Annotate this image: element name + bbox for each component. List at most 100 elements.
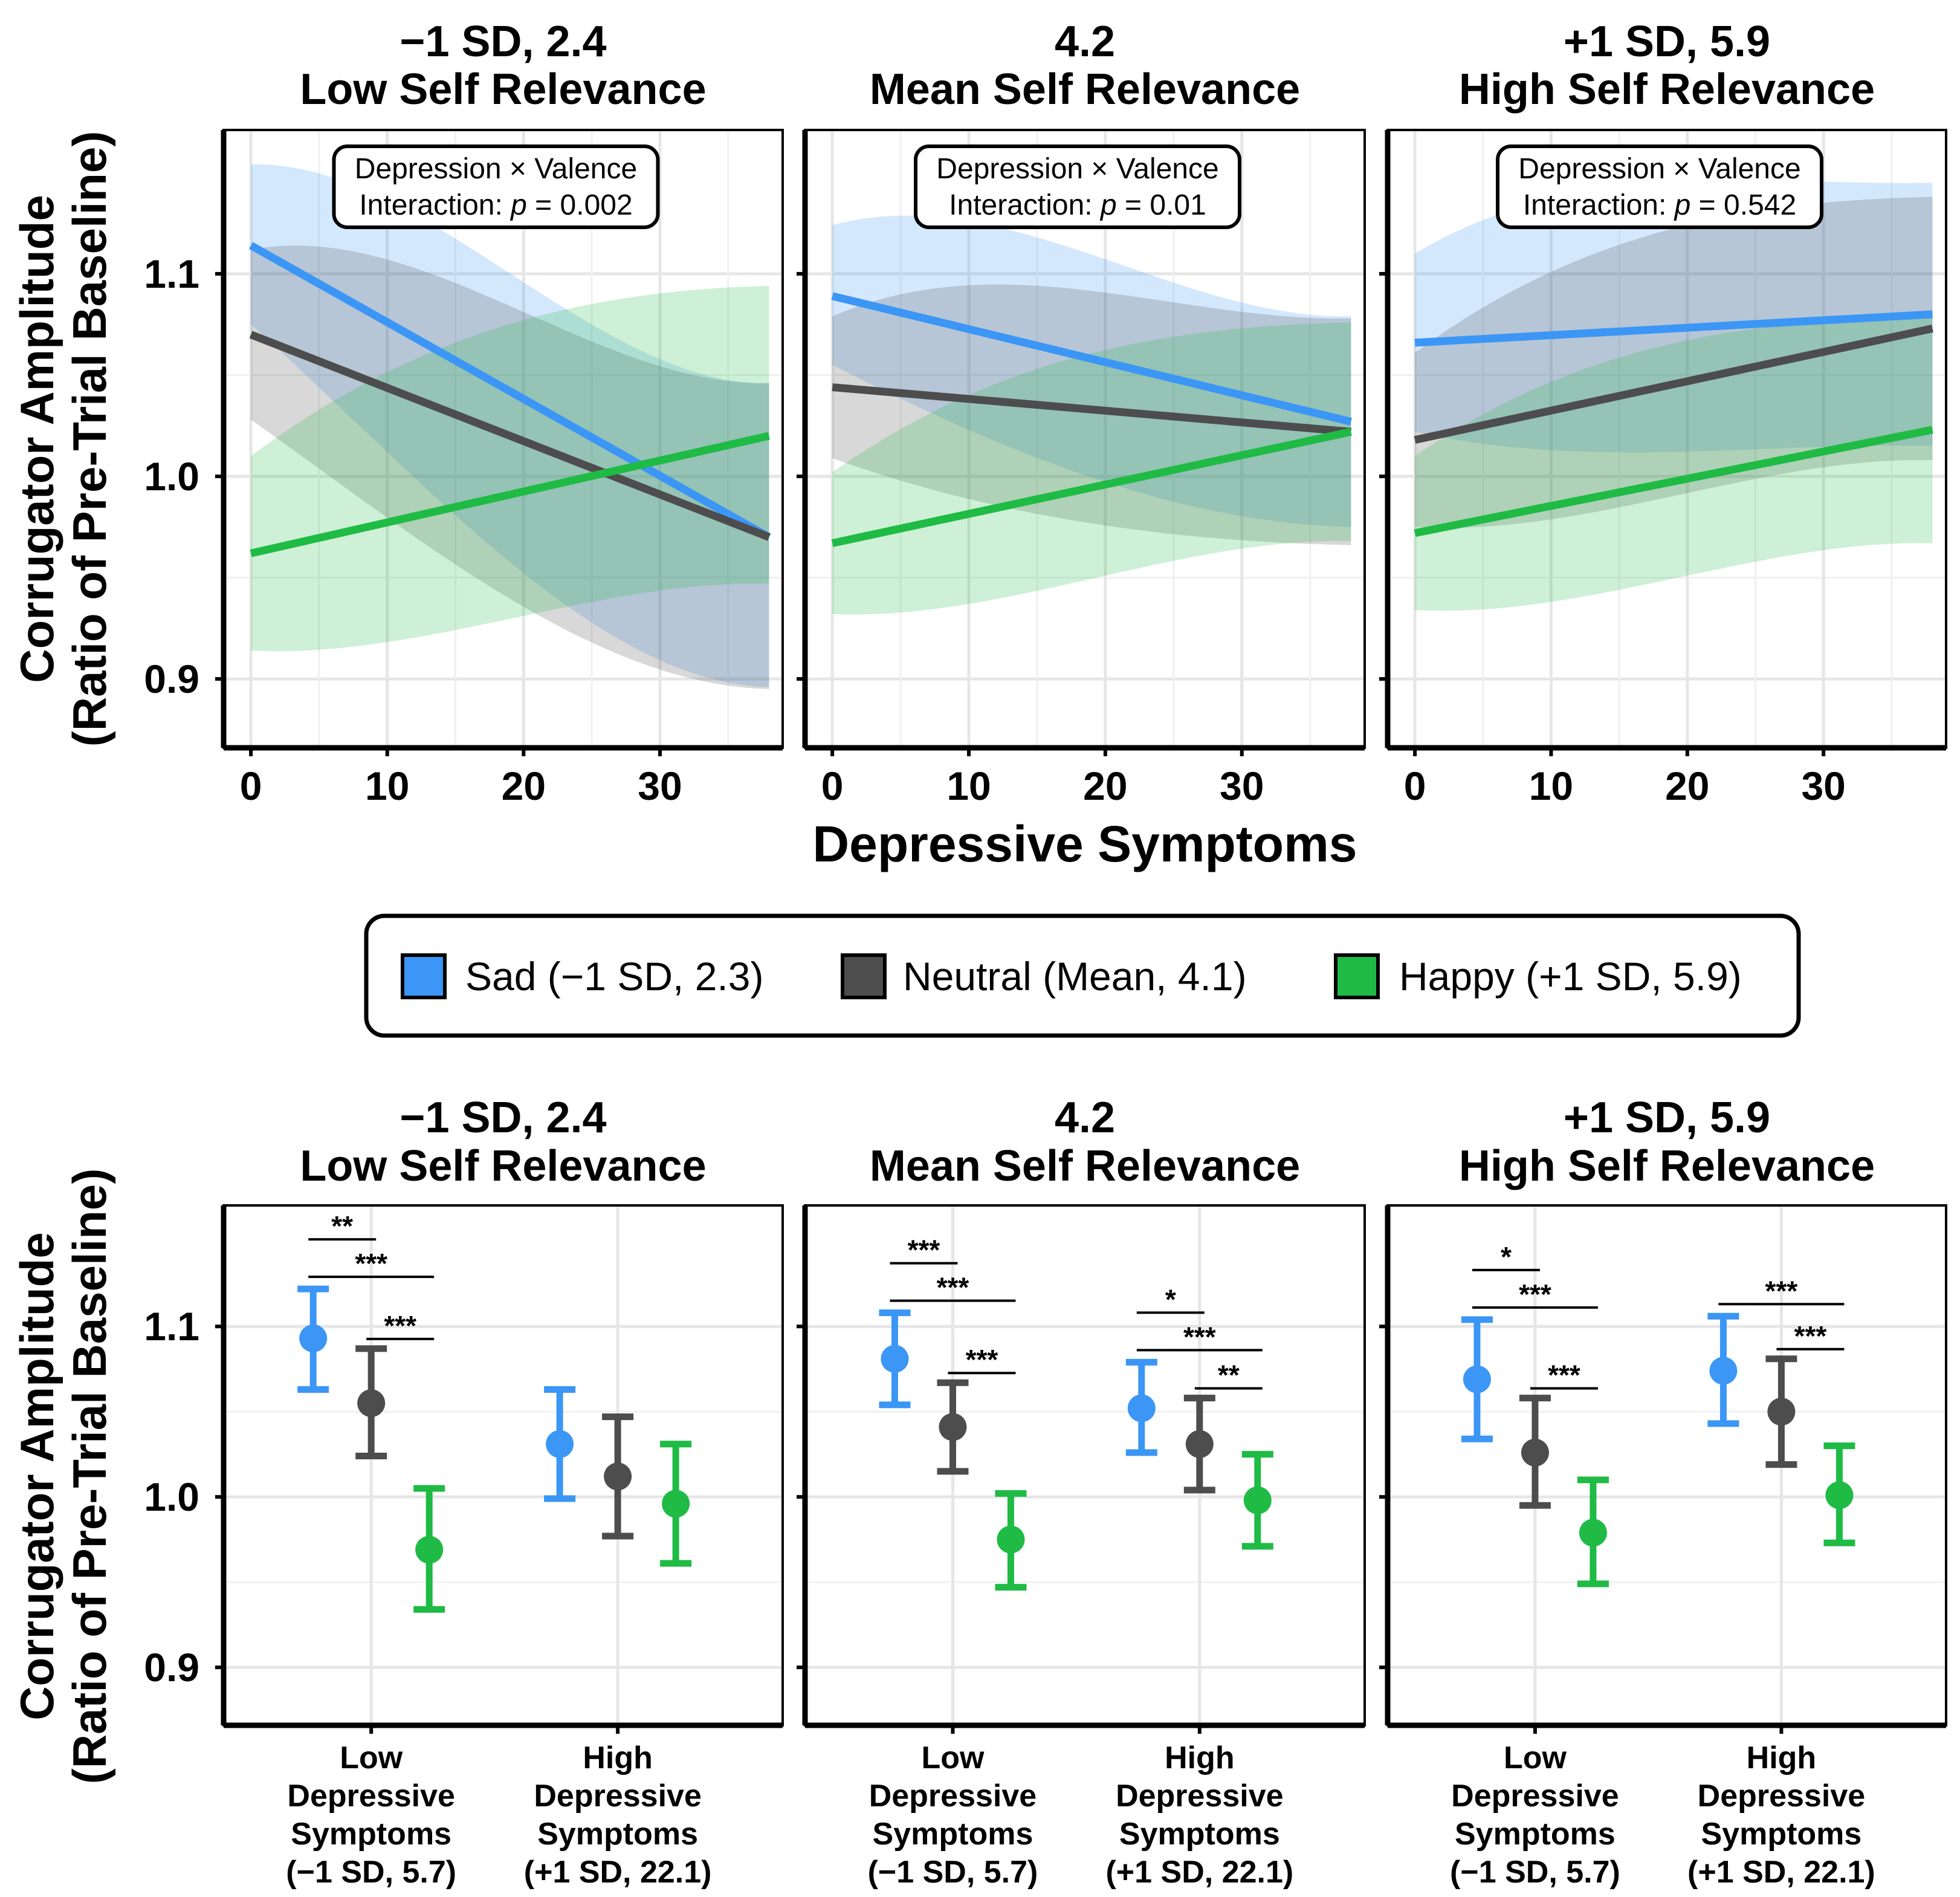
- x-category-label: Low: [1504, 1740, 1567, 1775]
- panel-title-line1: +1 SD, 5.9: [1564, 1094, 1770, 1142]
- panel-title-line1: +1 SD, 5.9: [1564, 18, 1770, 66]
- interaction-annotation-box: [332, 144, 660, 229]
- mean-point-neutral: [1521, 1438, 1549, 1467]
- legend-label-happy: Happy (+1 SD, 5.9): [1399, 954, 1742, 999]
- significance-bracket: *: [1136, 1283, 1205, 1315]
- significance-label: ***: [908, 1234, 940, 1266]
- significance-bracket: ***: [890, 1234, 958, 1266]
- significance-bracket: ***: [1472, 1279, 1598, 1310]
- x-category-label: Symptoms: [1455, 1817, 1616, 1852]
- y-tick-label: 0.9: [144, 1645, 199, 1690]
- y-axis-label-line1: Corrugator Amplitude: [10, 1232, 63, 1720]
- point-neutral: [1519, 1395, 1551, 1509]
- series-line-neutral: [1414, 325, 1933, 444]
- y-axis-label-line1: Corrugator Amplitude: [10, 195, 63, 683]
- x-category-label: Depressive: [534, 1779, 702, 1814]
- mean-point-happy: [1825, 1481, 1854, 1509]
- panel-title-line1: 4.2: [1055, 18, 1115, 66]
- ci-band-happy: [832, 322, 1351, 615]
- annotation-p-symbol: p: [1674, 189, 1691, 221]
- series-line-sad: [1414, 310, 1933, 347]
- x-category-label: Low: [921, 1740, 985, 1775]
- mean-point-happy: [997, 1525, 1025, 1554]
- x-category-label: High: [1747, 1740, 1817, 1775]
- x-tick-label: 10: [1529, 764, 1573, 808]
- x-category-label: Symptoms: [1119, 1817, 1280, 1852]
- annotation-line2: Interaction: p = 0.542: [1523, 189, 1796, 221]
- mean-point-neutral: [939, 1413, 967, 1441]
- significance-bracket: *: [1472, 1241, 1540, 1273]
- significance-bracket: **: [1194, 1360, 1263, 1391]
- x-tick-label: 30: [1220, 764, 1264, 808]
- ci-band-neutral: [251, 245, 769, 689]
- mean-point-sad: [546, 1430, 574, 1458]
- x-category-label: (+1 SD, 22.1): [1105, 1855, 1293, 1890]
- significance-label: *: [1165, 1283, 1176, 1315]
- y-tick-label: 1.1: [144, 251, 199, 296]
- x-tick-label: 30: [638, 764, 682, 808]
- x-category-label: Low: [340, 1740, 403, 1775]
- series-line-happy: [831, 427, 1352, 547]
- point-happy: [1823, 1442, 1855, 1546]
- annotation-prefix: Interaction:: [1523, 189, 1675, 221]
- series-line-neutral: [832, 383, 1351, 436]
- annotation-p-symbol: p: [1099, 189, 1117, 221]
- x-category-label: (−1 SD, 5.7): [868, 1855, 1038, 1890]
- panel-title-line1: 4.2: [1055, 1094, 1115, 1142]
- y-tick-label: 1.1: [144, 1304, 199, 1349]
- annotation-line1: Depression × Valence: [355, 153, 637, 185]
- point-neutral: [1765, 1355, 1797, 1468]
- annotation-line2: Interaction: p = 0.01: [949, 189, 1206, 221]
- mean-point-neutral: [1185, 1430, 1214, 1458]
- significance-label: ***: [1548, 1360, 1580, 1391]
- x-tick-label: 0: [821, 764, 844, 808]
- significance-bracket: ***: [1530, 1360, 1598, 1391]
- y-axis-label-line2: (Ratio of Pre-Trial Baseline): [63, 1169, 116, 1785]
- annotation-line1: Depression × Valence: [936, 153, 1218, 185]
- legend-swatch-happy: [1334, 953, 1380, 999]
- x-tick-label: 10: [946, 764, 991, 808]
- x-category-label: Depressive: [1451, 1779, 1619, 1814]
- series-line-happy: [1414, 426, 1933, 537]
- x-category-label: Symptoms: [1701, 1817, 1861, 1852]
- mean-point-neutral: [357, 1389, 386, 1418]
- panel-title-line2: Low Self Relevance: [300, 1142, 706, 1190]
- point-sad: [297, 1285, 329, 1393]
- panel-title-line2: High Self Relevance: [1459, 65, 1875, 114]
- significance-label: ***: [1794, 1320, 1827, 1352]
- panel-title-line2: Mean Self Relevance: [870, 1142, 1300, 1190]
- point-happy: [660, 1441, 692, 1567]
- x-tick-label: 30: [1801, 764, 1845, 808]
- point-neutral: [937, 1379, 969, 1475]
- x-axis-label: Depressive Symptoms: [812, 816, 1357, 872]
- significance-bracket: ***: [1136, 1321, 1263, 1352]
- x-category-label: Symptoms: [291, 1817, 451, 1852]
- interaction-annotation-box: [914, 144, 1241, 229]
- point-sad: [1707, 1312, 1739, 1427]
- point-sad: [544, 1386, 576, 1502]
- legend: Sad (−1 SD, 2.3) Neutral (Mean, 4.1) Happy…: [364, 913, 1801, 1038]
- mean-point-happy: [662, 1490, 690, 1518]
- significance-label: **: [1218, 1360, 1240, 1391]
- significance-label: *: [1501, 1241, 1512, 1273]
- y-tick-label: 1.0: [144, 1474, 199, 1519]
- annotation-line1: Depression × Valence: [1518, 153, 1800, 185]
- mean-point-sad: [299, 1324, 328, 1352]
- point-happy: [413, 1485, 445, 1613]
- annotation-prefix: Interaction:: [949, 189, 1101, 221]
- annotation-p-symbol: p: [509, 189, 527, 221]
- significance-bracket: ***: [308, 1248, 435, 1279]
- significance-bracket: ***: [890, 1272, 1016, 1303]
- mean-point-neutral: [1767, 1398, 1796, 1426]
- significance-label: ***: [1765, 1275, 1798, 1306]
- point-sad: [1461, 1316, 1493, 1442]
- significance-bracket: **: [308, 1210, 377, 1242]
- significance-label: ***: [355, 1248, 387, 1279]
